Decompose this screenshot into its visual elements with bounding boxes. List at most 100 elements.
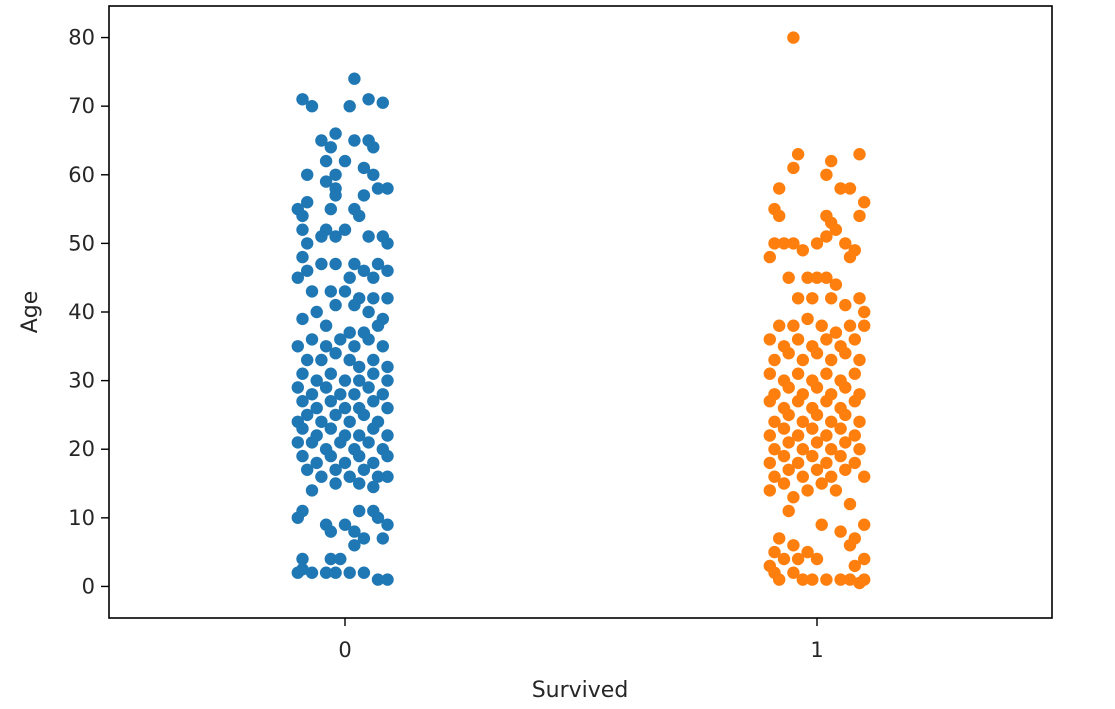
data-point-survived-1 <box>839 237 852 250</box>
data-point-survived-1 <box>810 347 824 360</box>
data-point-survived-0 <box>329 230 342 243</box>
data-point-survived-1 <box>806 292 819 305</box>
data-point-survived-0 <box>296 312 309 326</box>
data-point-survived-0 <box>381 360 394 374</box>
data-point-survived-1 <box>843 250 857 264</box>
data-point-survived-1 <box>787 491 800 504</box>
data-point-survived-0 <box>315 257 328 271</box>
data-point-survived-1 <box>763 395 776 408</box>
data-point-survived-0 <box>348 257 361 271</box>
data-point-survived-0 <box>324 285 337 298</box>
data-point-survived-0 <box>381 292 394 305</box>
data-point-survived-0 <box>334 552 347 566</box>
data-point-survived-1 <box>820 271 833 284</box>
data-point-survived-0 <box>315 415 328 428</box>
data-point-survived-1 <box>810 237 824 250</box>
data-point-survived-0 <box>343 415 356 428</box>
data-point-survived-1 <box>796 353 809 367</box>
points-layer <box>291 31 871 590</box>
data-point-survived-0 <box>353 449 366 463</box>
data-point-survived-1 <box>843 497 857 511</box>
data-point-survived-0 <box>319 154 333 168</box>
data-point-survived-0 <box>305 388 319 401</box>
data-point-survived-0 <box>376 96 389 109</box>
data-point-survived-1 <box>763 333 776 346</box>
data-point-survived-0 <box>371 319 385 332</box>
data-point-survived-1 <box>768 443 781 456</box>
data-point-survived-0 <box>371 573 385 586</box>
data-point-survived-0 <box>291 340 304 353</box>
data-point-survived-1 <box>791 552 805 566</box>
data-point-survived-0 <box>296 367 309 380</box>
data-point-survived-0 <box>305 333 319 346</box>
data-point-survived-1 <box>791 367 805 380</box>
data-point-survived-0 <box>324 395 337 408</box>
y-tick-label: 50 <box>68 231 95 255</box>
data-point-survived-1 <box>773 209 786 223</box>
data-point-survived-1 <box>825 353 838 367</box>
data-point-survived-0 <box>329 168 342 181</box>
data-point-survived-0 <box>329 347 342 360</box>
data-point-survived-0 <box>324 367 337 380</box>
data-point-survived-0 <box>371 470 385 483</box>
data-point-survived-1 <box>763 367 776 380</box>
data-point-survived-1 <box>782 463 795 476</box>
data-point-survived-0 <box>338 518 352 531</box>
data-point-survived-0 <box>348 72 361 85</box>
data-point-survived-0 <box>362 436 375 449</box>
data-point-survived-1 <box>777 477 791 490</box>
data-point-survived-0 <box>324 202 337 216</box>
data-point-survived-1 <box>801 545 814 559</box>
data-point-survived-0 <box>357 189 371 202</box>
data-point-survived-0 <box>324 449 337 463</box>
data-point-survived-0 <box>329 298 342 312</box>
data-point-survived-1 <box>810 271 824 284</box>
data-point-survived-0 <box>381 401 394 415</box>
data-point-survived-0 <box>381 374 394 387</box>
y-axis-title: Age <box>18 291 43 334</box>
data-point-survived-1 <box>829 326 843 339</box>
data-point-survived-0 <box>381 573 394 586</box>
data-point-survived-0 <box>305 285 319 298</box>
data-point-survived-0 <box>376 388 389 401</box>
data-point-survived-1 <box>768 353 781 367</box>
data-point-survived-0 <box>357 463 371 476</box>
data-point-survived-0 <box>296 223 309 236</box>
data-point-survived-0 <box>353 429 366 442</box>
data-point-survived-0 <box>381 237 394 250</box>
data-point-survived-0 <box>301 353 314 367</box>
data-point-survived-1 <box>791 395 805 408</box>
data-point-survived-1 <box>839 408 852 422</box>
data-point-survived-0 <box>324 525 337 538</box>
data-point-survived-1 <box>858 196 871 209</box>
y-tick-label: 10 <box>68 506 95 530</box>
data-point-survived-0 <box>357 161 371 175</box>
data-point-survived-1 <box>801 271 814 284</box>
data-point-survived-1 <box>777 552 791 566</box>
data-point-survived-0 <box>357 532 371 545</box>
data-point-survived-0 <box>362 230 375 243</box>
data-point-survived-0 <box>362 381 375 394</box>
data-point-survived-1 <box>777 449 791 463</box>
data-point-survived-1 <box>858 319 871 332</box>
data-point-survived-1 <box>810 381 824 394</box>
data-point-survived-0 <box>353 477 366 490</box>
data-point-survived-1 <box>787 161 800 175</box>
data-point-survived-0 <box>315 353 328 367</box>
data-point-survived-0 <box>324 141 337 154</box>
data-point-survived-1 <box>787 237 800 250</box>
x-axis-title: Survived <box>532 678 629 703</box>
data-point-survived-1 <box>773 182 786 195</box>
data-point-survived-0 <box>367 422 380 435</box>
data-point-survived-0 <box>310 401 323 415</box>
data-point-survived-0 <box>310 456 323 470</box>
data-point-survived-0 <box>353 360 366 374</box>
data-point-survived-0 <box>319 340 333 353</box>
data-point-survived-0 <box>291 271 304 284</box>
data-point-survived-1 <box>839 347 852 360</box>
data-point-survived-0 <box>296 422 309 435</box>
data-point-survived-0 <box>343 353 356 367</box>
data-point-survived-0 <box>334 333 347 346</box>
data-point-survived-1 <box>825 292 838 305</box>
